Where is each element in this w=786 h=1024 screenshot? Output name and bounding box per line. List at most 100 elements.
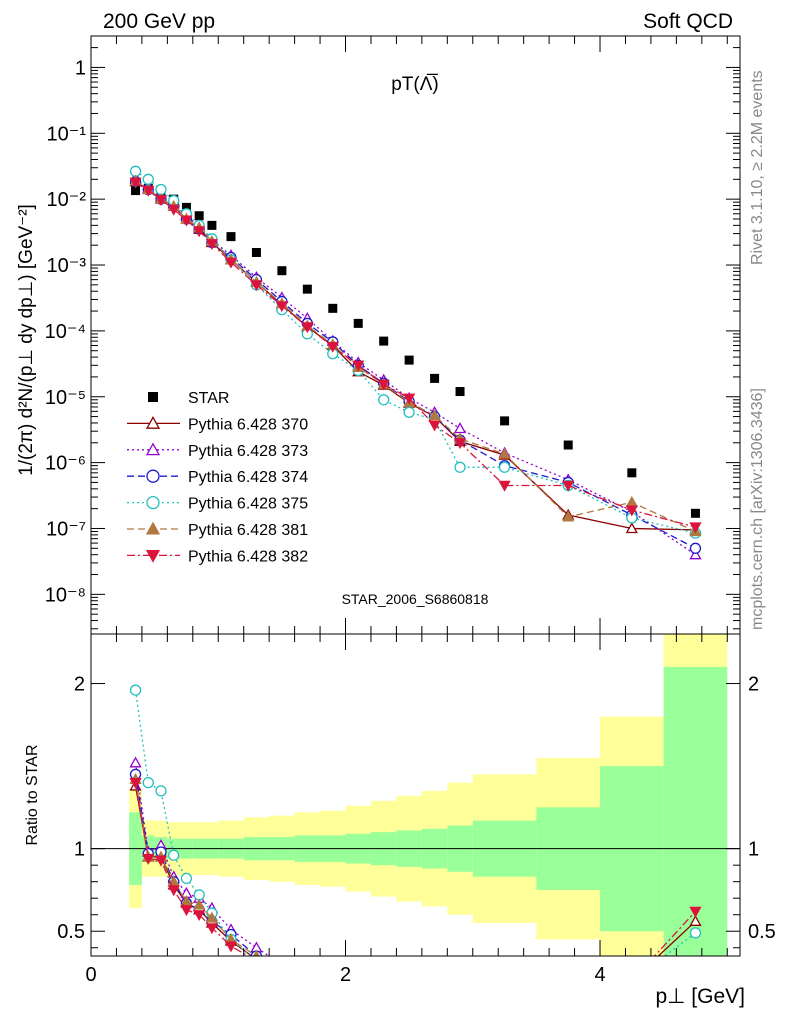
data-point-6-20 [689, 522, 702, 534]
data-point-2-20 [689, 548, 702, 560]
y-tick-label: 10⁻⁷ [46, 518, 86, 540]
ratio-point-6-20 [689, 906, 702, 918]
data-point-6-7 [224, 257, 238, 269]
data-point-6-8 [250, 280, 263, 292]
y-tick-label: 10⁻⁶ [45, 453, 86, 475]
header-left: 200 GeV pp [103, 10, 215, 33]
ratio-point-4-4 [180, 872, 193, 885]
data-point-6-6 [205, 239, 218, 251]
ratio-point-2-11 [328, 972, 338, 981]
data-point-6-12 [352, 360, 365, 372]
ratio-point-6-12 [353, 977, 363, 986]
ratio-point-6-9 [277, 969, 287, 978]
ratio-point-6-4 [180, 905, 193, 917]
ratio-point-6-15 [430, 977, 440, 986]
ratio-point-4-10 [302, 974, 312, 984]
legend-marker [145, 442, 161, 456]
ratio-point-4-15 [430, 976, 440, 986]
main-title: pT(Λ̅) [391, 74, 439, 95]
x-axis-label: p⊥ [GeV] [656, 985, 746, 1008]
legend: STAR Pythia 6.428 370 Pythia 6.428 373 Pyth… [127, 390, 308, 565]
data-point-0-18 [563, 440, 573, 450]
legend-entry: Pythia 6.428 382 [127, 548, 308, 565]
series-6 [129, 177, 702, 534]
ratio-point-4-2 [155, 785, 167, 797]
data-point-6-13 [377, 379, 390, 391]
data-point-3-20 [689, 542, 702, 554]
ratio-point-1-18 [563, 976, 573, 985]
data-point-4-1 [142, 173, 154, 185]
data-point-0-7 [226, 232, 236, 242]
ratio-ticks: 0.5 0.5 1 1 2 2 0 2 4 [57, 634, 776, 986]
ratio-point-6-14 [404, 977, 414, 986]
ratio-point-2-9 [277, 959, 287, 968]
ratio-point-2-20 [690, 976, 700, 985]
legend-marker [146, 469, 160, 483]
x-tick-label: 0 [85, 964, 96, 986]
ratio-point-3-17 [500, 976, 510, 986]
rivet-version-label: Rivet 3.1.10, ≥ 2.2M events [749, 70, 766, 265]
ratio-point-6-6 [205, 923, 218, 935]
data-point-0-20 [690, 508, 700, 518]
ratio-point-1-13 [379, 976, 389, 985]
legend-marker [146, 495, 160, 510]
data-point-0-13 [379, 336, 389, 346]
data-point-4-17 [498, 461, 511, 473]
y-tick-label: 10⁻⁴ [45, 321, 86, 343]
ratio-point-6-11 [328, 977, 338, 986]
data-point-6-10 [301, 322, 314, 334]
data-point-0-17 [500, 416, 510, 426]
x-tick-label: 4 [594, 964, 605, 986]
data-point-0-16 [455, 387, 465, 397]
data-point-5-18 [562, 510, 575, 522]
y-tick-label: 10⁻⁵ [45, 387, 86, 409]
ratio-series-6 [129, 777, 702, 986]
data-point-6-17 [498, 480, 511, 492]
ratio-point-3-11 [328, 976, 338, 986]
legend-marker [145, 549, 161, 563]
ratio-point-4-5 [193, 889, 205, 901]
ratio-y-tick-label: 0.5 [748, 921, 776, 943]
y-tick-label: 1 [75, 57, 86, 79]
data-point-4-16 [454, 461, 466, 473]
ratio-point-4-19 [627, 976, 637, 986]
main-plot-area [129, 165, 702, 560]
ratio-point-5-5 [193, 898, 206, 910]
ratio-point-4-3 [168, 849, 180, 861]
legend-label: Pythia 6.428 375 [188, 496, 308, 513]
y-tick-label: 10⁻² [47, 189, 87, 211]
legend-label: Pythia 6.428 373 [188, 443, 308, 460]
ratio-point-1-17 [500, 976, 510, 985]
y-tick-label: 10⁻¹ [47, 123, 87, 145]
ratio-point-4-8 [253, 955, 260, 956]
data-point-0-10 [302, 284, 312, 294]
data-point-6-16 [453, 438, 467, 450]
data-point-0-5 [194, 211, 204, 221]
data-point-2-16 [453, 422, 467, 434]
ratio-point-2-17 [500, 976, 510, 985]
data-point-0-14 [404, 355, 414, 365]
ratio-point-5-16 [455, 976, 465, 985]
ratio-point-4-11 [328, 976, 338, 986]
ratio-point-6-0 [129, 777, 142, 789]
ratio-point-4-20 [689, 927, 702, 939]
ratio-point-4-13 [379, 976, 389, 986]
ratio-point-3-15 [430, 976, 440, 986]
data-point-6-4 [180, 215, 193, 227]
ratio-point-3-19 [627, 976, 637, 986]
data-point-6-2 [154, 195, 168, 207]
ratio-point-5-14 [404, 976, 414, 985]
data-point-0-9 [277, 266, 287, 276]
mcplots-reference-label: mcplots.cern.ch [arXiv:1306.3436] [749, 388, 766, 630]
legend-marker [148, 392, 158, 402]
x-tick-label: 2 [340, 964, 351, 986]
data-point-6-18 [562, 480, 575, 492]
ratio-point-2-12 [353, 976, 363, 985]
data-point-5-19 [625, 495, 638, 507]
ratio-point-5-18 [563, 976, 573, 985]
ratio-point-6-10 [302, 975, 312, 984]
ratio-point-1-20 [689, 914, 702, 926]
ratio-panel: 0.5 0.5 1 1 2 2 0 2 4 Ratio to STAR p⊥ [GeV] [24, 633, 776, 1008]
ratio-point-5-17 [500, 976, 510, 985]
